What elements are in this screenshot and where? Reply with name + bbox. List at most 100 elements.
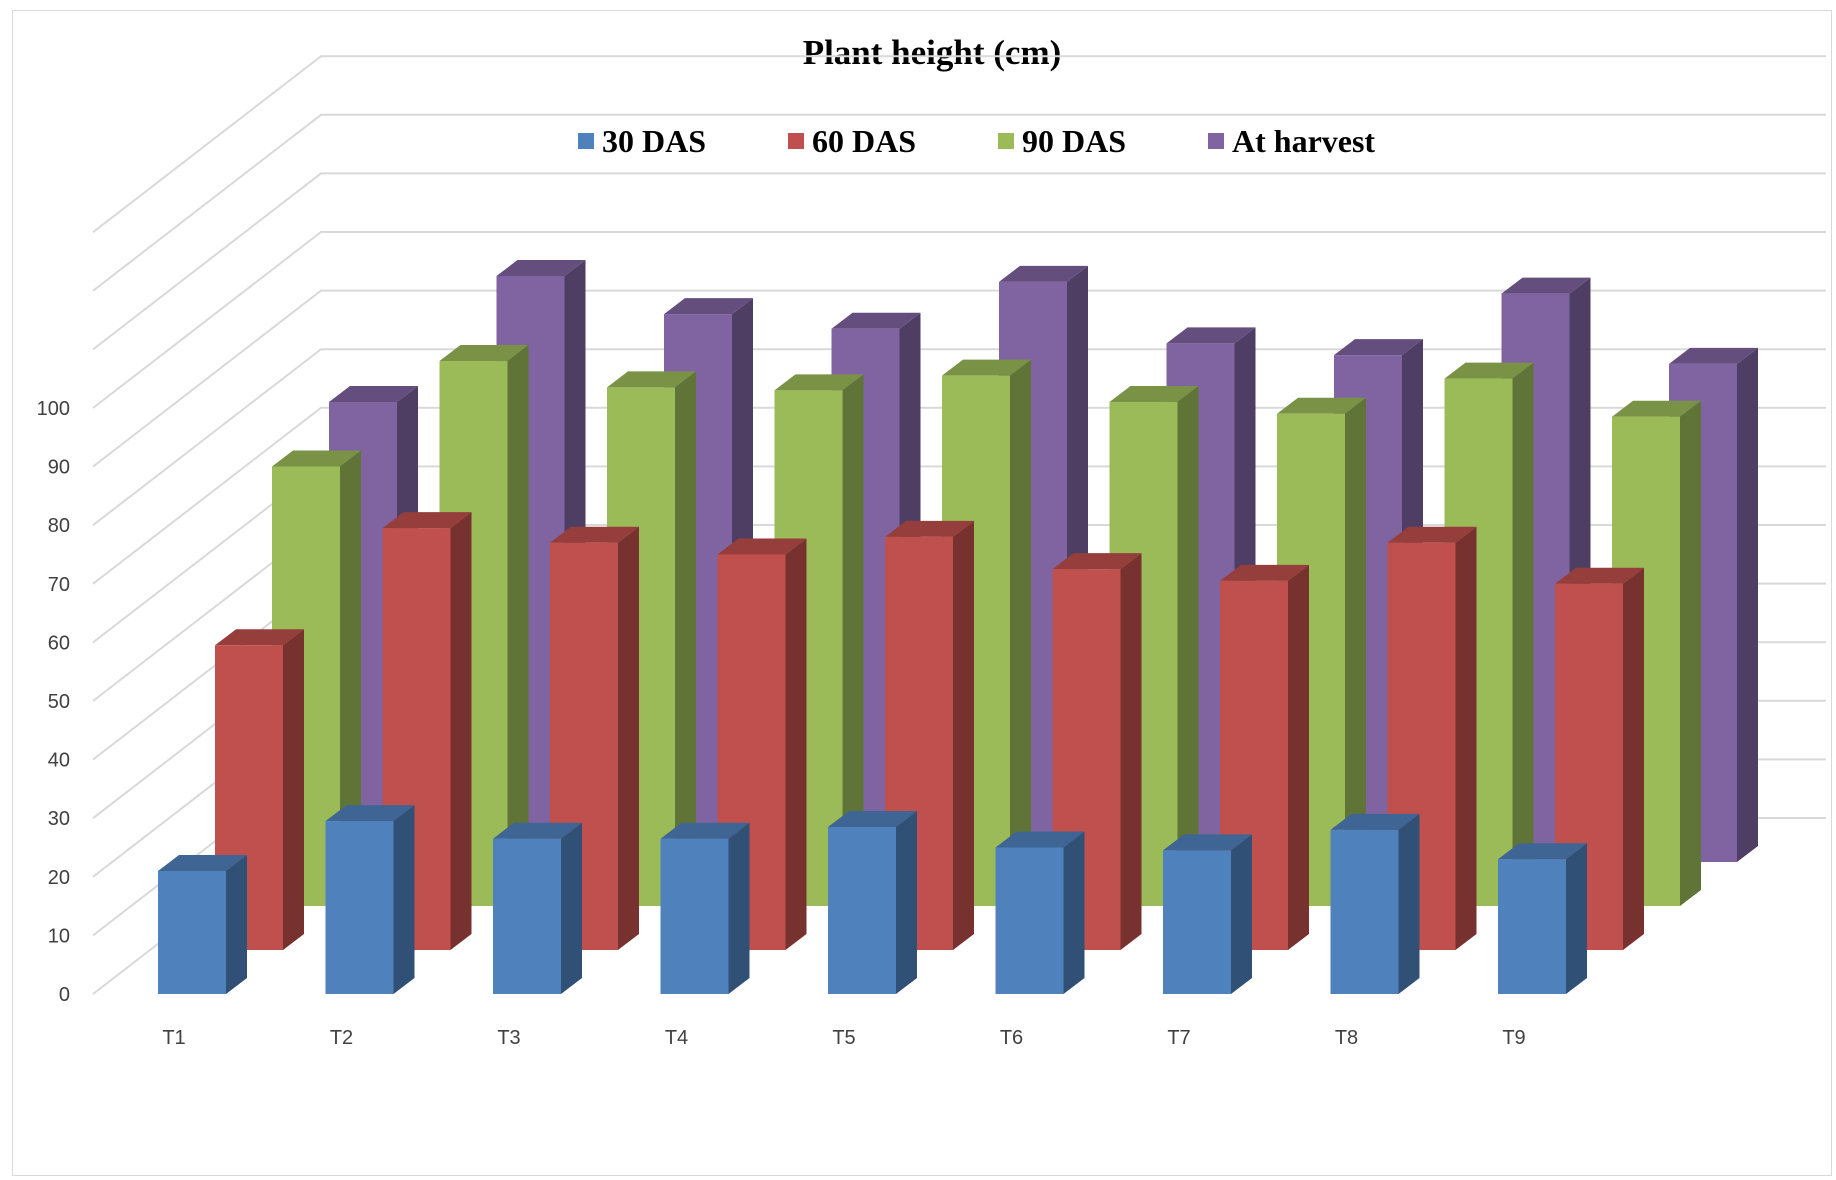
bar-top [607, 371, 696, 388]
legend-item-60-das: 60 DAS [788, 123, 916, 159]
bar-side [507, 345, 529, 906]
x-tick-label: T7 [1167, 1027, 1190, 1049]
bar-30-das-t7 [1163, 834, 1252, 994]
bar-top [1334, 339, 1423, 356]
legend-label: 30 DAS [602, 123, 706, 159]
bar-60-das-t7 [1220, 564, 1309, 950]
bar-side [618, 526, 639, 950]
bar-front [1330, 829, 1399, 994]
bar-top [942, 359, 1031, 376]
bar-top [1498, 843, 1587, 860]
bar-top [215, 629, 304, 646]
bar-30-das-t5 [828, 810, 917, 994]
bar-side [1737, 347, 1758, 862]
y-tick-label: 50 [48, 691, 70, 713]
bar-top [272, 450, 361, 467]
bar-top [774, 374, 864, 391]
bar-top [158, 854, 247, 871]
legend-swatch [578, 133, 594, 149]
legend-label: 90 DAS [1022, 123, 1126, 159]
bar-front [1163, 850, 1231, 994]
legend-label: 60 DAS [812, 123, 916, 159]
y-tick-label: 40 [48, 750, 70, 772]
bar-side [1566, 843, 1587, 994]
x-tick-label: T2 [330, 1027, 353, 1049]
gridline [92, 113, 1826, 292]
bar-30-das-t6 [995, 831, 1085, 994]
bar-top [496, 260, 586, 276]
bar-60-das-t6 [1052, 553, 1142, 950]
bar-top [995, 831, 1085, 848]
y-tick-label: 100 [37, 398, 70, 420]
bar-top [550, 526, 639, 543]
bar-30-das-t4 [660, 822, 750, 994]
bar-front [1498, 859, 1566, 994]
bar-side [1010, 359, 1031, 906]
bar-front [660, 838, 729, 994]
bar-side [1345, 397, 1366, 906]
bar-side [1063, 831, 1085, 994]
bar-front [158, 870, 226, 994]
y-axis-tick-labels: 0 10 20 30 40 50 60 70 80 90 100 [37, 398, 70, 1006]
bar-front [325, 821, 394, 994]
x-tick-label: T5 [832, 1027, 855, 1049]
bar-side [1120, 553, 1142, 950]
bar-side [561, 822, 582, 994]
y-tick-label: 80 [48, 515, 70, 537]
bar-top [1109, 386, 1199, 403]
bar-side [340, 450, 361, 906]
bar-top [717, 538, 807, 555]
bar-side [785, 538, 807, 950]
y-tick-label: 60 [48, 632, 70, 654]
x-tick-label: T1 [162, 1027, 185, 1049]
bar-front [828, 826, 896, 994]
bar-side [1288, 564, 1309, 950]
bar-side [953, 520, 974, 950]
bar-side [1398, 813, 1420, 994]
legend-item-30-das: 30 DAS [578, 123, 706, 159]
bar-top [439, 345, 529, 362]
chart-title: Plant height (cm) [803, 33, 1062, 72]
bar-top [999, 265, 1088, 282]
legend-label: At harvest [1232, 123, 1375, 159]
bar-top [1330, 813, 1420, 830]
y-tick-label: 70 [48, 574, 70, 596]
bar-top [1387, 526, 1477, 543]
bar-side [393, 805, 415, 994]
bar-30-das-t9 [1498, 843, 1587, 994]
bar-top [831, 312, 921, 329]
legend: 30 DAS 60 DAS 90 DAS At harvest [578, 123, 1375, 159]
gridline [92, 348, 1826, 526]
bar-side [1512, 362, 1534, 907]
series-at-harvest [329, 260, 1758, 863]
bar-side [1177, 386, 1199, 906]
x-tick-label: T3 [497, 1027, 520, 1049]
bar-top [493, 822, 582, 839]
gridline [92, 289, 1826, 468]
gridline [92, 231, 1826, 409]
bars [158, 260, 1758, 994]
bar-90-das-t8 [1444, 362, 1534, 907]
x-tick-label: T4 [665, 1027, 688, 1049]
y-tick-label: 30 [48, 808, 70, 830]
bar-front [493, 838, 561, 994]
bar-top [1166, 327, 1256, 344]
bar-30-das-t2 [325, 805, 415, 994]
bar-top [828, 810, 917, 827]
y-tick-label: 20 [48, 867, 70, 889]
bar-top [1052, 553, 1142, 570]
bar-side [283, 629, 304, 950]
bar-top [1612, 400, 1701, 417]
bar-front [995, 847, 1064, 994]
bar-30-das-t1 [158, 854, 247, 994]
bar-side [842, 374, 864, 906]
y-tick-label: 10 [48, 925, 70, 947]
gridline [92, 55, 1826, 233]
series-60-das [215, 512, 1644, 950]
bar-top [1501, 277, 1591, 294]
bar-side [450, 512, 472, 950]
bar-top [1444, 362, 1534, 379]
gridline [92, 172, 1826, 351]
bar-side [226, 854, 247, 994]
